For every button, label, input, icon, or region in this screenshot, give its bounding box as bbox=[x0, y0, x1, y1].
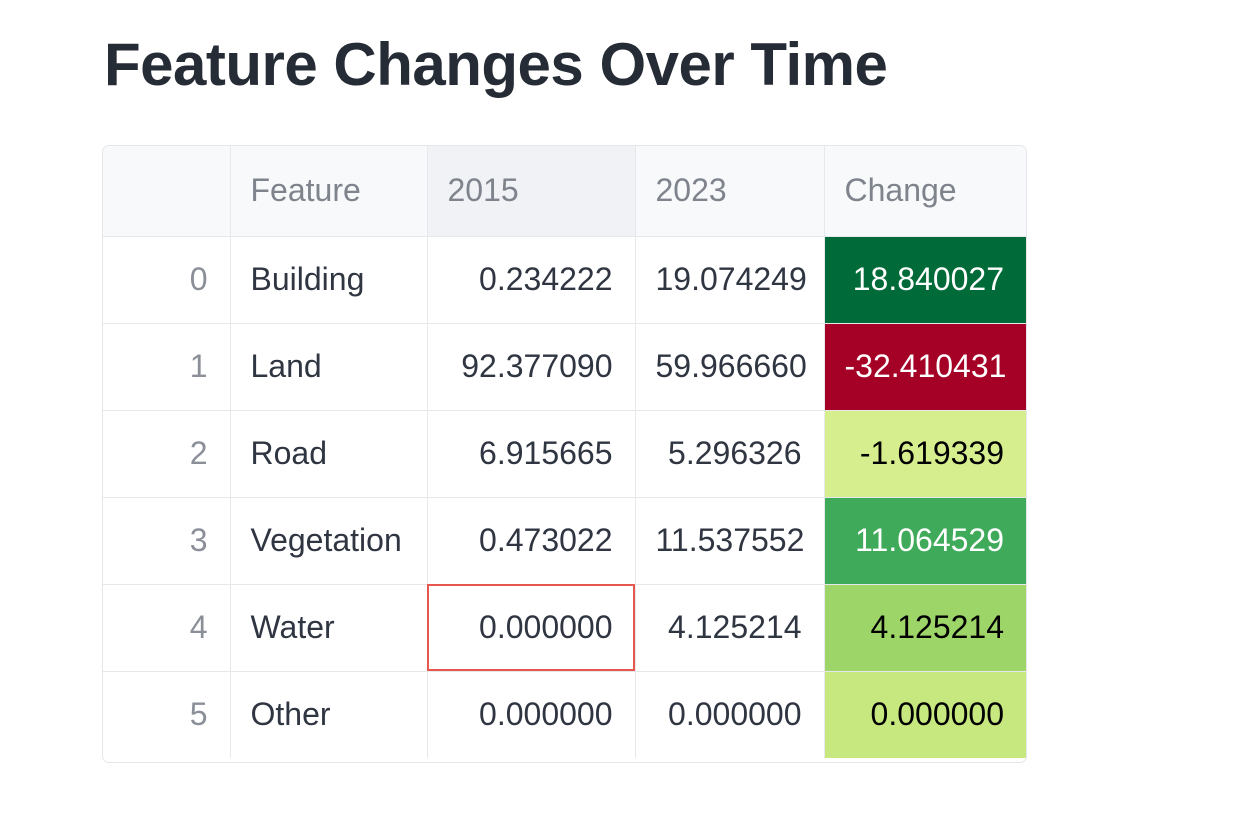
feature-cell[interactable]: Vegetation bbox=[230, 497, 428, 585]
value-2015-cell-selected[interactable]: 0.000000 bbox=[427, 584, 636, 672]
table-row: 3 Vegetation 0.473022 11.537552 11.06452… bbox=[103, 497, 1026, 585]
row-index-cell[interactable]: 3 bbox=[103, 497, 231, 585]
feature-cell[interactable]: Building bbox=[230, 236, 428, 324]
column-header-change[interactable]: Change bbox=[824, 146, 1026, 237]
value-2023-cell[interactable]: 19.074249 bbox=[635, 236, 825, 324]
feature-cell[interactable]: Road bbox=[230, 410, 428, 498]
row-index-cell[interactable]: 0 bbox=[103, 236, 231, 324]
value-2015-cell[interactable]: 6.915665 bbox=[427, 410, 636, 498]
value-2015-cell[interactable]: 0.234222 bbox=[427, 236, 636, 324]
value-2023-cell[interactable]: 0.000000 bbox=[635, 671, 825, 758]
column-header-index[interactable] bbox=[103, 146, 231, 237]
value-2023-cell[interactable]: 5.296326 bbox=[635, 410, 825, 498]
row-index-cell[interactable]: 2 bbox=[103, 410, 231, 498]
row-index-cell[interactable]: 4 bbox=[103, 584, 231, 672]
table-row: 1 Land 92.377090 59.966660 -32.410431 bbox=[103, 323, 1026, 411]
value-2015-cell[interactable]: 0.473022 bbox=[427, 497, 636, 585]
change-cell[interactable]: 11.064529 bbox=[824, 497, 1026, 585]
feature-cell[interactable]: Water bbox=[230, 584, 428, 672]
value-2023-cell[interactable]: 11.537552 bbox=[635, 497, 825, 585]
table-row: 0 Building 0.234222 19.074249 18.840027 bbox=[103, 236, 1026, 324]
value-2023-cell[interactable]: 59.966660 bbox=[635, 323, 825, 411]
table-header-row: Feature 2015 2023 Change bbox=[103, 146, 1026, 237]
value-2015-cell[interactable]: 92.377090 bbox=[427, 323, 636, 411]
feature-cell[interactable]: Land bbox=[230, 323, 428, 411]
table-row: 4 Water 0.000000 4.125214 4.125214 bbox=[103, 584, 1026, 672]
change-cell[interactable]: 18.840027 bbox=[824, 236, 1026, 324]
page-title: Feature Changes Over Time bbox=[104, 31, 888, 98]
column-header-2023[interactable]: 2023 bbox=[635, 146, 825, 237]
value-2023-cell[interactable]: 4.125214 bbox=[635, 584, 825, 672]
data-table[interactable]: Feature 2015 2023 Change 0 Building 0.23… bbox=[102, 145, 1027, 763]
column-header-2015[interactable]: 2015 bbox=[427, 146, 636, 237]
column-header-feature[interactable]: Feature bbox=[230, 146, 428, 237]
change-cell[interactable]: 0.000000 bbox=[824, 671, 1026, 758]
feature-cell[interactable]: Other bbox=[230, 671, 428, 758]
change-cell[interactable]: -32.410431 bbox=[824, 323, 1026, 411]
table-row: 2 Road 6.915665 5.296326 -1.619339 bbox=[103, 410, 1026, 498]
table-row: 5 Other 0.000000 0.000000 0.000000 bbox=[103, 671, 1026, 758]
row-index-cell[interactable]: 1 bbox=[103, 323, 231, 411]
change-cell[interactable]: 4.125214 bbox=[824, 584, 1026, 672]
value-2015-cell[interactable]: 0.000000 bbox=[427, 671, 636, 758]
row-index-cell[interactable]: 5 bbox=[103, 671, 231, 758]
change-cell[interactable]: -1.619339 bbox=[824, 410, 1026, 498]
